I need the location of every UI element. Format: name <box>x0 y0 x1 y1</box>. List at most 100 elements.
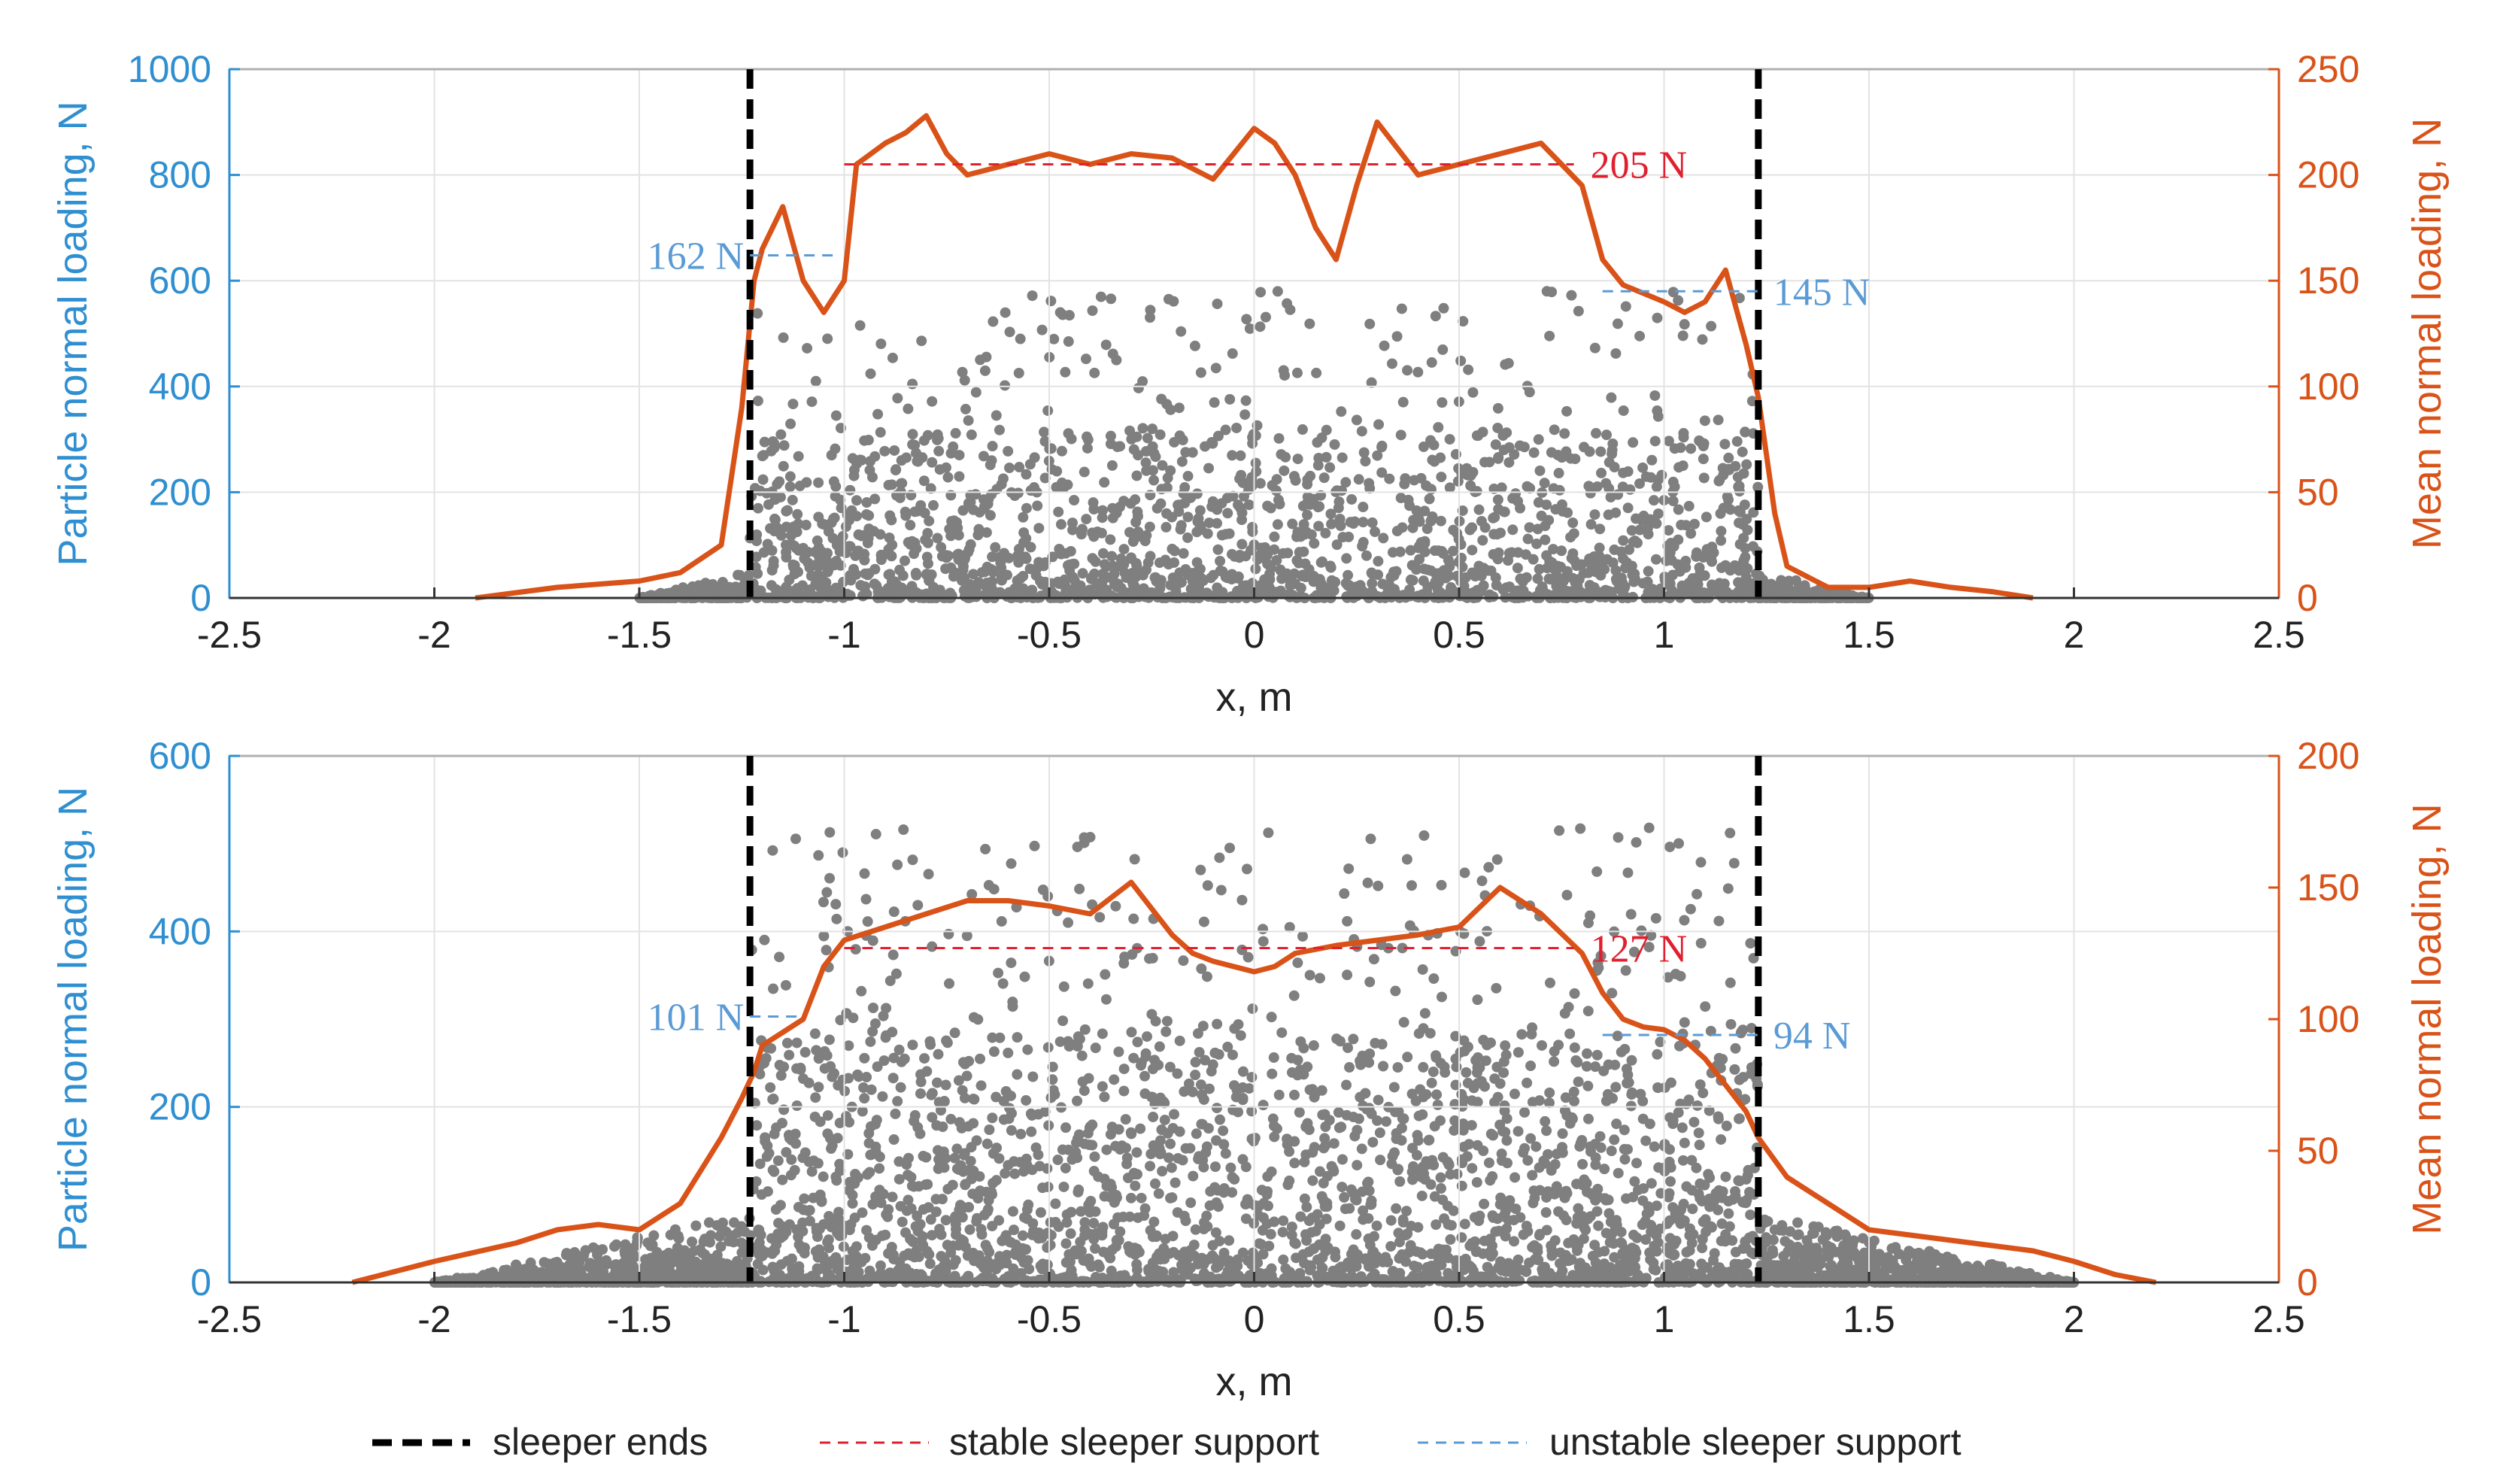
scatter-point <box>1695 857 1707 868</box>
scatter-point <box>1173 499 1184 511</box>
scatter-point <box>1120 1114 1131 1125</box>
scatter-point <box>1495 527 1506 539</box>
scatter-point <box>1176 326 1187 337</box>
scatter-point <box>1046 463 1057 475</box>
scatter-point <box>1100 994 1112 1005</box>
scatter-point <box>826 450 837 461</box>
scatter-point <box>1270 485 1282 496</box>
scatter-point <box>853 529 864 540</box>
scatter-point <box>1280 451 1291 463</box>
scatter-point <box>1189 340 1200 351</box>
scatter-point <box>1292 454 1303 465</box>
scatter-point <box>1231 422 1242 433</box>
scatter-point <box>1438 302 1449 314</box>
scatter-point <box>1278 1254 1289 1265</box>
scatter-point <box>1012 1032 1023 1043</box>
scatter-point <box>1616 546 1627 557</box>
scatter-point <box>1294 547 1305 558</box>
scatter-point <box>1185 1197 1197 1208</box>
scatter-point <box>1131 560 1142 571</box>
scatter-point <box>1076 1050 1088 1061</box>
scatter-point <box>1431 1089 1443 1100</box>
scatter-point <box>1190 1057 1201 1068</box>
scatter-point <box>1211 517 1222 529</box>
scatter-point <box>1808 1228 1819 1239</box>
scatter-point <box>1373 880 1384 891</box>
scatter-point <box>847 1189 858 1200</box>
scatter-point <box>778 332 789 343</box>
scatter-point <box>922 527 933 539</box>
scatter-point <box>867 1002 878 1013</box>
scatter-point <box>1792 1230 1803 1241</box>
scatter-point <box>1222 508 1233 519</box>
scatter-point <box>950 428 961 439</box>
scatter-point <box>790 566 801 577</box>
scatter-point <box>1088 1166 1100 1177</box>
scatter-point <box>1341 1079 1352 1091</box>
scatter-point <box>1585 519 1597 530</box>
scatter-point <box>869 451 881 462</box>
scatter-point <box>1698 472 1710 484</box>
scatter-point <box>1235 450 1246 461</box>
scatter-point <box>932 533 943 544</box>
scatter-point <box>1652 1049 1663 1060</box>
scatter-point <box>1404 500 1415 511</box>
scatter-point <box>973 523 985 535</box>
scatter-point <box>1739 499 1750 511</box>
top-chart-panel: -2.5 -2 -1.5 -1 -0.5 0 0.5 1 1.5 2 2.5020040060080… <box>50 48 2450 720</box>
scatter-point <box>1397 396 1409 408</box>
scatter-point <box>861 497 872 508</box>
scatter-point <box>1437 344 1449 355</box>
scatter-point <box>924 1258 936 1270</box>
scatter-point <box>809 547 821 558</box>
scatter-point <box>1792 583 1804 594</box>
scatter-point <box>991 410 1002 421</box>
scatter-point <box>1687 572 1698 584</box>
scatter-point <box>818 930 830 942</box>
scatter-point <box>1328 1138 1340 1149</box>
scatter-point <box>687 1237 698 1248</box>
scatter-point <box>854 454 866 466</box>
scatter-point <box>1106 293 1117 305</box>
scatter-point <box>790 542 802 554</box>
scatter-point <box>1301 527 1312 538</box>
scatter-point <box>1462 469 1473 481</box>
scatter-point <box>1214 852 1225 863</box>
scatter-point <box>907 1039 918 1051</box>
scatter-point <box>1154 429 1166 440</box>
x-axis-label: x, m <box>1216 675 1293 720</box>
scatter-point <box>1285 304 1296 315</box>
scatter-point <box>987 441 998 452</box>
scatter-point <box>1042 405 1054 416</box>
scatter-point <box>1637 578 1649 589</box>
scatter-point <box>1412 1261 1423 1273</box>
y-axis-label-right: Mean normal loading, N <box>2404 118 2450 549</box>
scatter-point <box>831 1175 842 1186</box>
scatter-point <box>766 1248 778 1259</box>
x-tick-label: -2 <box>417 614 451 656</box>
scatter-point <box>952 522 963 533</box>
scatter-point <box>879 445 890 457</box>
scatter-point <box>1313 520 1324 532</box>
scatter-point <box>903 403 914 414</box>
scatter-point <box>1490 439 1501 451</box>
x-tick-label: 0 <box>1244 614 1265 656</box>
scatter-point <box>940 462 951 473</box>
scatter-point <box>910 448 921 459</box>
scatter-point <box>1056 481 1067 493</box>
scatter-point <box>1706 551 1717 563</box>
scatter-point <box>1342 915 1353 927</box>
scatter-point <box>1290 475 1301 486</box>
scatter-point <box>810 1092 821 1103</box>
scatter-point <box>1149 1178 1161 1189</box>
scatter-point <box>1161 508 1173 519</box>
scatter-point <box>769 494 781 505</box>
scatter-point <box>1492 494 1503 505</box>
scatter-point <box>866 472 878 483</box>
scatter-point <box>1002 569 1013 581</box>
scatter-point <box>1762 1215 1773 1227</box>
scatter-point <box>1014 462 1025 473</box>
scatter-point <box>1868 1235 1880 1246</box>
scatter-point <box>1276 573 1288 584</box>
scatter-point <box>1676 519 1687 530</box>
